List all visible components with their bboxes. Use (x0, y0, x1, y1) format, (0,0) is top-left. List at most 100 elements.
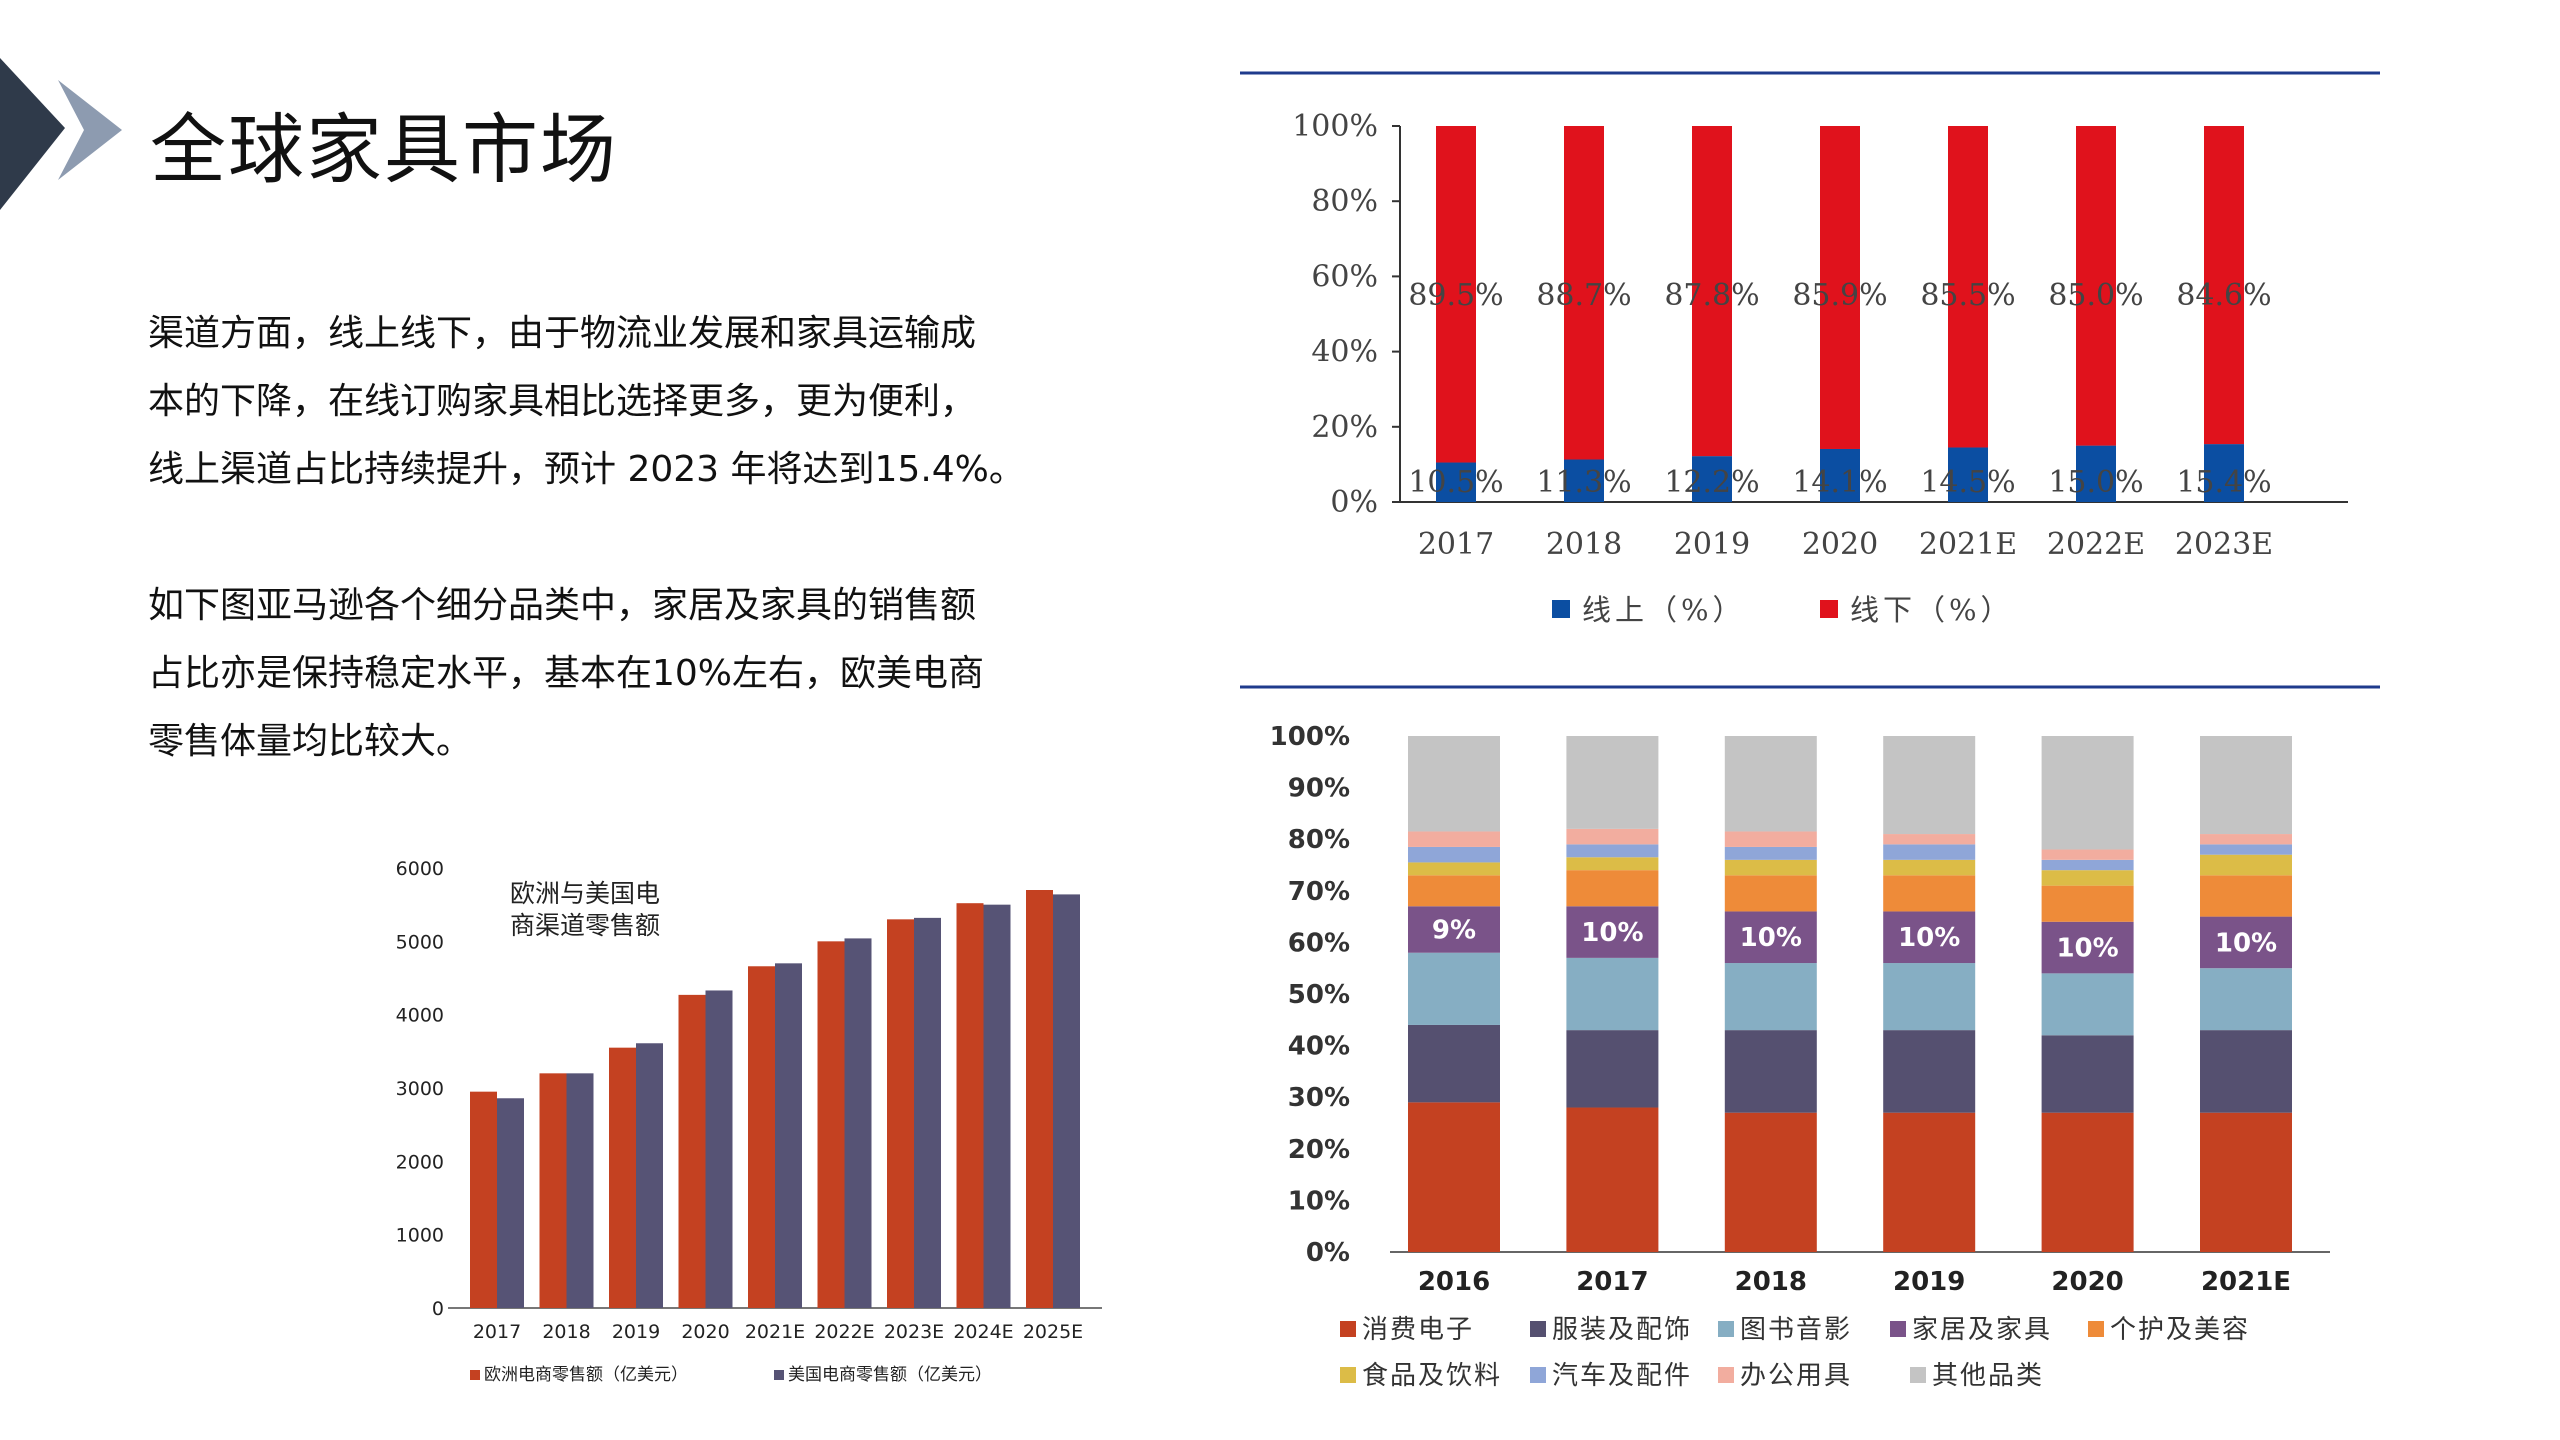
legend-label: 消费电子 (1362, 1315, 1474, 1345)
online-data-label: 15.0% (2048, 465, 2143, 500)
y-tick-label: 80% (1288, 825, 1350, 855)
paragraph-channels: 渠道方面，线上线下，由于物流业发展和家具运输成 本的下降，在线订购家具相比选择更… (148, 300, 1048, 504)
online-bar (1692, 456, 1732, 502)
y-tick-label: 2000 (396, 1151, 444, 1173)
legend-swatch (1530, 1367, 1546, 1383)
us-bar (914, 917, 941, 1308)
us-bar (566, 1073, 594, 1308)
stacked-segment (1724, 875, 1817, 912)
y-tick-label: 60% (1311, 259, 1378, 294)
x-tick-label: 2017 (1418, 527, 1494, 562)
stacked-segment (1566, 844, 1659, 858)
x-tick-label: 2020 (1802, 527, 1878, 562)
stacked-segment (1724, 911, 1817, 964)
stacked-segment (2200, 916, 2292, 969)
stacked-segment (1724, 963, 1817, 1031)
stacked-segment (1883, 1030, 1976, 1113)
stacked-segment (2041, 1112, 2134, 1252)
y-tick-label: 6000 (396, 858, 444, 880)
y-tick-label: 90% (1288, 774, 1350, 804)
offline-bar (2076, 126, 2116, 446)
offline-data-label: 85.0% (2048, 278, 2143, 313)
stacked-segment (1883, 834, 1976, 845)
europe-bar (678, 994, 706, 1308)
stacked-segment (1724, 831, 1817, 847)
y-tick-label: 70% (1288, 877, 1350, 907)
us-bar (705, 990, 733, 1308)
stacked-segment (2041, 973, 2134, 1036)
y-tick-label: 3000 (396, 1078, 444, 1100)
offline-bar (1564, 126, 1604, 460)
legend-swatch (470, 1370, 480, 1380)
y-tick-label: 30% (1288, 1083, 1350, 1113)
online-offline-chart: 0% 20% 40% 60% 80% 100% 2017 89.5% 10.5% 2018 88.7… (1240, 71, 2380, 627)
offline-data-label: 89.5% (1408, 278, 1503, 313)
online-data-label: 15.4% (2176, 465, 2271, 500)
offline-bar (1820, 126, 1860, 449)
page-title: 全球家具市场 (150, 105, 618, 194)
us-bar (983, 904, 1011, 1308)
stacked-segment (1883, 736, 1976, 835)
y-tick-label: 4000 (396, 1005, 444, 1027)
y-tick-label: 100% (1292, 109, 1378, 144)
y-tick-label: 5000 (396, 931, 444, 953)
stacked-segment (1408, 736, 1500, 832)
offline-bar (2204, 126, 2244, 445)
offline-data-label: 87.8% (1664, 278, 1759, 313)
stacked-segment (1883, 963, 1976, 1031)
stacked-segment (1724, 1030, 1817, 1113)
y-tick-label: 0 (432, 1298, 444, 1320)
stacked-segment (2041, 870, 2134, 886)
x-tick-label: 2019 (612, 1321, 660, 1343)
offline-data-label: 85.9% (1792, 278, 1887, 313)
x-tick-label: 2017 (1576, 1267, 1648, 1297)
legend-label: 线上（%） (1582, 593, 1746, 627)
y-tick-label: 80% (1311, 184, 1378, 219)
europe-bar (1026, 890, 1053, 1308)
x-tick-label: 2024E (953, 1321, 1013, 1343)
stacked-segment (2041, 859, 2134, 871)
stacked-segment (1408, 1024, 1500, 1103)
stacked-segment (1408, 875, 1500, 907)
stacked-segment (2200, 736, 2292, 835)
x-tick-label: 2018 (1735, 1267, 1807, 1297)
y-tick-label: 20% (1288, 1135, 1350, 1165)
europe-bar (609, 1047, 636, 1308)
x-tick-label: 2025E (1023, 1321, 1083, 1343)
stacked-segment (2200, 875, 2292, 917)
legend-swatch (1910, 1367, 1926, 1383)
stacked-segment (2200, 1112, 2292, 1252)
x-tick-label: 2018 (1546, 527, 1622, 562)
stacked-segment (2041, 921, 2134, 974)
legend-swatch (1340, 1367, 1356, 1383)
offline-data-label: 84.6% (2176, 278, 2271, 313)
legend-label: 个护及美容 (2110, 1315, 2250, 1345)
legend-swatch (2088, 1321, 2104, 1337)
offline-data-label: 88.7% (1536, 278, 1631, 313)
paragraph-line: 本的下降，在线订购家具相比选择更多，更为便利， (148, 381, 977, 422)
paragraph-amazon: 如下图亚马逊各个细分品类中，家居及家具的销售额 占比亦是保持稳定水平，基本在10… (148, 572, 1048, 776)
y-tick-label: 60% (1288, 928, 1350, 958)
stacked-segment (2200, 844, 2292, 855)
data-label: 10% (2056, 934, 2118, 964)
stacked-segment (1724, 846, 1817, 860)
offline-bar (1948, 126, 1988, 448)
legend-label: 图书音影 (1740, 1315, 1852, 1345)
stacked-segment (2041, 849, 2134, 860)
amazon-category-share-chart: 0% 10% 20% 30% 40% 50% 60% 70% 80% 90% 100% 9% 2016 1… (1240, 685, 2380, 1391)
stacked-segment (1566, 957, 1659, 1031)
europe-bar (539, 1073, 567, 1308)
legend-swatch (1530, 1321, 1546, 1337)
stacked-segment (1566, 857, 1659, 871)
europe-bar (887, 919, 914, 1308)
stacked-segment (1724, 859, 1817, 876)
stacked-segment (1724, 1112, 1817, 1252)
x-tick-label: 2023E (884, 1321, 944, 1343)
offline-bar (1692, 126, 1732, 457)
legend-label: 美国电商零售额（亿美元） (788, 1365, 992, 1385)
online-data-label: 12.2% (1664, 465, 1759, 500)
paragraph-line: 占比亦是保持稳定水平，基本在10%左右，欧美电商 (148, 653, 985, 694)
legend-swatch (774, 1370, 784, 1380)
stacked-segment (2041, 885, 2134, 922)
chart-title-line: 欧洲与美国电 (510, 879, 660, 908)
